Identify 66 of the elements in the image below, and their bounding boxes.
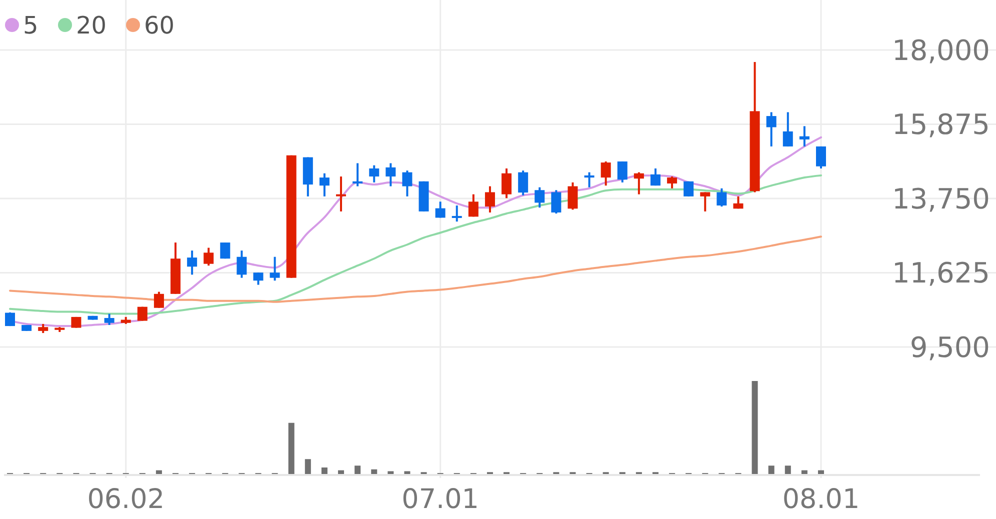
candlestick <box>700 191 710 212</box>
candlestick <box>551 189 562 215</box>
x-tick-label: 06.02 <box>87 484 165 515</box>
line-series <box>9 174 822 315</box>
candlestick <box>782 111 793 148</box>
candlestick <box>518 170 528 196</box>
bar <box>288 422 294 474</box>
legend-label: 5 <box>23 11 38 40</box>
legend-label: 60 <box>144 11 175 40</box>
candlestick <box>667 175 678 190</box>
candlestick <box>270 256 280 282</box>
candlestick <box>5 311 15 328</box>
candlestick <box>799 125 810 148</box>
candlestick <box>336 175 346 212</box>
bar <box>354 466 361 474</box>
candlestick <box>369 164 380 184</box>
candlestick <box>137 306 148 322</box>
bar <box>752 381 758 474</box>
bar <box>371 469 378 474</box>
candlestick <box>402 170 412 198</box>
y-tick-label: 11,625 <box>892 256 990 290</box>
legend-label: 20 <box>76 11 107 40</box>
bar <box>818 470 824 474</box>
candlestick <box>220 242 230 260</box>
candlestick <box>319 172 330 198</box>
candlestick <box>733 195 744 210</box>
y-tick-label: 18,000 <box>892 34 990 67</box>
bar <box>321 467 328 474</box>
candlestick <box>38 322 48 334</box>
y-tick-label: 9,500 <box>910 330 990 364</box>
y-tick-label: 15,875 <box>892 108 990 142</box>
bar <box>388 471 394 474</box>
candlestick <box>600 160 611 187</box>
x-tick-label: 08.01 <box>782 484 860 515</box>
candlestick <box>236 250 247 279</box>
bar <box>156 470 162 474</box>
candlestick <box>534 186 545 209</box>
candlestick <box>568 181 578 211</box>
candlestick <box>766 111 776 148</box>
bar <box>784 466 791 474</box>
candlestick <box>204 246 214 267</box>
candlestick <box>650 167 660 187</box>
candlestick <box>187 250 198 276</box>
candlestick <box>502 167 512 200</box>
candlestick <box>617 160 628 184</box>
candlestick <box>452 204 462 223</box>
bar <box>768 466 774 474</box>
candlestick <box>634 171 644 196</box>
candlestick <box>435 200 446 219</box>
candlestick <box>253 272 264 286</box>
candlestick <box>104 312 114 326</box>
candlestick <box>468 193 478 218</box>
candlestick <box>154 290 164 309</box>
x-tick-label: 07.01 <box>402 484 479 515</box>
bar <box>404 471 410 474</box>
bar <box>801 470 808 474</box>
candlestick <box>484 185 495 214</box>
candlestick <box>386 162 396 188</box>
candlestick <box>352 162 363 188</box>
candlestick <box>816 145 826 170</box>
candlestick <box>584 171 594 188</box>
y-tick-label: 13,750 <box>892 182 990 216</box>
candlestick <box>684 180 694 198</box>
bar <box>338 470 344 474</box>
candlestick <box>716 187 727 208</box>
bar <box>304 459 311 474</box>
